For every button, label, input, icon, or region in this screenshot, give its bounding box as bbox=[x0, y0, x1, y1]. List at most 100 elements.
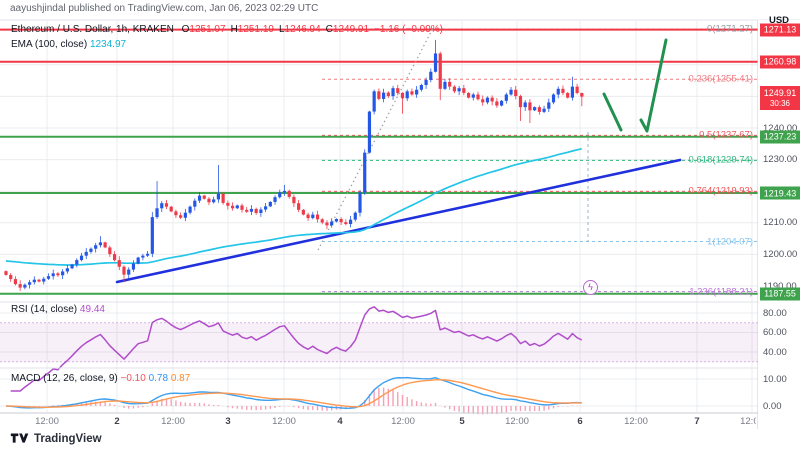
candle-body bbox=[471, 94, 475, 98]
support-price-badge: 1219.43 bbox=[760, 186, 800, 200]
time-tick-label: 5 bbox=[459, 416, 465, 427]
candle-body bbox=[490, 97, 494, 102]
candle-body bbox=[9, 274, 13, 280]
candle-body bbox=[136, 257, 140, 264]
candle-body bbox=[226, 202, 230, 206]
candle-body bbox=[150, 217, 154, 254]
candle-body bbox=[372, 91, 376, 112]
candle-body bbox=[32, 279, 36, 283]
candle-body bbox=[292, 196, 296, 204]
candle-body bbox=[504, 94, 508, 101]
time-tick-label: 12:00 bbox=[740, 416, 764, 427]
candle-body bbox=[533, 107, 537, 111]
fib-level-label: 0.236(1255.41) bbox=[688, 73, 753, 85]
macd-tick-label: 10.00 bbox=[763, 373, 787, 385]
rsi-band bbox=[0, 322, 758, 362]
candle-body bbox=[500, 100, 504, 106]
candle-body bbox=[377, 91, 381, 99]
candle-body bbox=[330, 221, 334, 226]
candle-body bbox=[419, 85, 423, 90]
candle-body bbox=[249, 208, 254, 212]
candle-body bbox=[259, 209, 263, 214]
candle-body bbox=[514, 89, 518, 97]
candle-body bbox=[415, 89, 419, 95]
price-tick-label: 1240.00 bbox=[763, 122, 798, 134]
candle-body bbox=[75, 260, 79, 265]
macd-tick-label: 0.00 bbox=[763, 400, 782, 412]
resistance-price-badge: 1271.13 bbox=[760, 23, 800, 37]
tradingview-logo[interactable]: TradingView bbox=[10, 432, 102, 445]
macd-legend[interactable]: MACD (12, 26, close, 9) −0.10 0.78 0.87 bbox=[11, 374, 190, 384]
candle-body bbox=[438, 53, 442, 89]
candle-body bbox=[462, 88, 466, 93]
fib-level-label: 0.618(1229.74) bbox=[688, 154, 753, 166]
ema-value: 1234.97 bbox=[89, 39, 127, 50]
time-tick-label: 12:00 bbox=[505, 416, 529, 427]
symbol-legend[interactable]: Ethereum / U.S. Dollar, 1h, KRAKEN O1251… bbox=[11, 25, 443, 35]
ohlc-value: 1251.07 bbox=[189, 24, 226, 35]
tradingview-logo-icon bbox=[10, 433, 29, 443]
ohlc-key: L bbox=[273, 24, 285, 35]
macd-label: MACD (12, 26, close, 9) bbox=[11, 373, 118, 384]
candle-body bbox=[216, 193, 220, 200]
candle-body bbox=[297, 203, 301, 210]
macd-signal-value: 0.87 bbox=[170, 373, 191, 384]
candle-body bbox=[127, 269, 131, 275]
candle-body bbox=[311, 214, 315, 219]
macd-hist-value: −0.10 bbox=[120, 373, 146, 384]
candle-body bbox=[344, 222, 348, 225]
candle-body bbox=[320, 219, 324, 223]
candle-body bbox=[339, 219, 343, 223]
ema-legend[interactable]: EMA (100, close) 1234.97 bbox=[11, 40, 126, 50]
candle-body bbox=[386, 92, 390, 97]
price-tick-label: 1200.00 bbox=[763, 248, 798, 260]
tradingview-logo-text: TradingView bbox=[34, 432, 102, 445]
symbol-ohlc-values: O1251.07 H1251.19 L1246.94 C1249.91 −1.1… bbox=[177, 24, 443, 35]
ohlc-value: 1251.19 bbox=[237, 24, 274, 35]
candle-body bbox=[160, 203, 164, 209]
candle-body bbox=[424, 79, 428, 86]
candle-body bbox=[245, 209, 249, 212]
axis-currency-label: USD bbox=[768, 15, 790, 26]
candle-body bbox=[122, 266, 126, 275]
price-tick-label: 1230.00 bbox=[763, 154, 798, 166]
time-tick-label: 4 bbox=[337, 416, 343, 427]
candle-body bbox=[537, 107, 541, 112]
candle-body bbox=[528, 102, 532, 111]
candle-body bbox=[476, 94, 480, 100]
resistance-price-badge: 1260.98 bbox=[760, 55, 800, 69]
candle-body bbox=[273, 197, 277, 202]
lightning-marker-icon[interactable]: ϟ bbox=[583, 280, 598, 295]
candle-body bbox=[103, 242, 107, 248]
candle-body bbox=[518, 96, 523, 108]
candle-body bbox=[42, 278, 46, 282]
time-tick-label: 12:00 bbox=[391, 416, 415, 427]
candle-body bbox=[174, 211, 178, 216]
candle-body bbox=[207, 198, 211, 203]
candle-body bbox=[495, 101, 499, 106]
trendline bbox=[115, 158, 682, 284]
candle-body bbox=[433, 53, 438, 72]
candle-body bbox=[94, 245, 98, 249]
arrow-up-drawing bbox=[639, 38, 668, 133]
candle-body bbox=[287, 190, 291, 197]
rsi-value: 49.44 bbox=[79, 304, 105, 315]
rsi-legend[interactable]: RSI (14, close) 49.44 bbox=[11, 305, 105, 315]
candle-body bbox=[448, 81, 452, 87]
candle-body bbox=[551, 94, 556, 103]
rsi-tick-label: 60.00 bbox=[763, 327, 787, 338]
candle-body bbox=[51, 273, 55, 277]
ohlc-value: 1249.91 bbox=[332, 24, 370, 35]
candle-body bbox=[193, 200, 197, 207]
candle-body bbox=[429, 71, 433, 80]
rsi-tick-label: 80.00 bbox=[763, 307, 787, 319]
current-price-badge[interactable]: 1249.91 30:36 bbox=[760, 86, 800, 110]
candle-body bbox=[547, 102, 551, 109]
time-tick-label: 6 bbox=[577, 416, 583, 427]
current-price-value: 1249.91 bbox=[763, 88, 797, 98]
candle-body bbox=[278, 192, 282, 198]
candle-body bbox=[391, 88, 395, 97]
ema-label: EMA (100, close) bbox=[11, 39, 88, 50]
candle-body bbox=[112, 254, 117, 261]
